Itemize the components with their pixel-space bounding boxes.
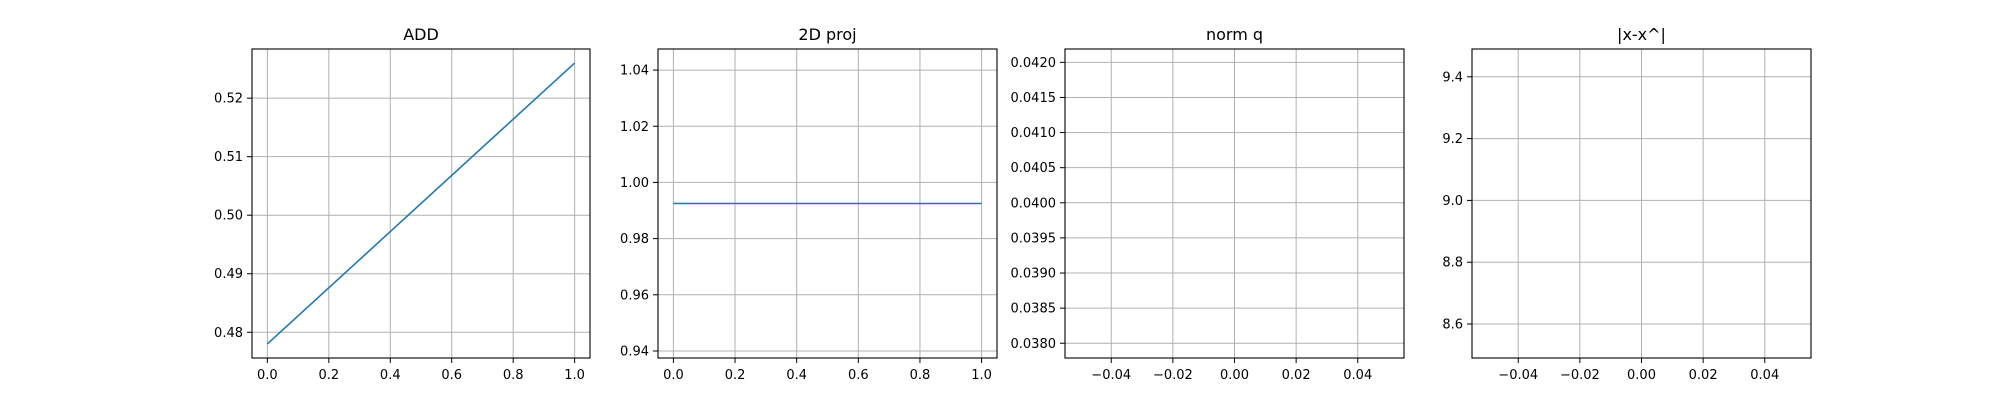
- y-tick-label: 0.0395: [1011, 231, 1057, 246]
- x-tick-label: 0.02: [1689, 368, 1718, 383]
- y-tick-label: 0.94: [620, 344, 649, 359]
- y-tick-label: 9.0: [1442, 194, 1463, 209]
- y-tick-label: 0.52: [214, 92, 243, 107]
- y-tick-label: 8.8: [1442, 256, 1463, 271]
- x-tick-label: −0.04: [1091, 368, 1131, 383]
- y-tick-label: 0.0385: [1011, 302, 1057, 317]
- x-tick-label: 0.02: [1282, 368, 1311, 383]
- y-tick-label: 0.0390: [1011, 267, 1057, 282]
- y-tick-label: 0.51: [214, 150, 243, 165]
- x-tick-label: 1.0: [971, 368, 992, 383]
- x-tick-label: 0.04: [1750, 368, 1779, 383]
- subplot-2d-proj: 2D proj 0.0 0.2 0.4 0.6 0.8 1.0 0.94 0.96 0.98 1.0…: [620, 25, 998, 383]
- axes-frame: [251, 48, 591, 359]
- subplot-add: ADD 0.0 0.2 0.4 0.6 0.8 1.0 0.48 0.49 0.50 0.51 0.5…: [214, 25, 591, 383]
- axes-frame: [657, 48, 998, 359]
- x-tick-label: 0.0: [257, 368, 278, 383]
- subplot-norm-q: norm q −0.04 −0.02 0.00 0.02 0.04 0.0380 0.0385…: [1011, 25, 1405, 383]
- subplot-title-2d-proj: 2D proj: [798, 25, 856, 44]
- x-tick-label: 1.0: [564, 368, 585, 383]
- y-tick-label: 1.02: [620, 120, 649, 135]
- y-tick-label: 0.0420: [1011, 56, 1057, 71]
- y-tick-label: 0.0410: [1011, 126, 1057, 141]
- x-tick-label: 0.6: [441, 368, 462, 383]
- y-tick-label: 0.98: [620, 232, 649, 247]
- y-tick-label: 1.00: [620, 176, 649, 191]
- x-tick-label: 0.00: [1220, 368, 1249, 383]
- x-tick-label: 0.8: [910, 368, 931, 383]
- y-tick-label: 0.48: [214, 326, 243, 341]
- y-tick-label: 9.4: [1442, 70, 1463, 85]
- x-tick-label: 0.0: [663, 368, 684, 383]
- series-line-add: [266, 62, 576, 345]
- subplot-title-x-error: |x-x^|: [1617, 25, 1666, 44]
- x-tick-label: 0.00: [1627, 368, 1656, 383]
- y-tick-label: 1.04: [620, 64, 649, 79]
- subplot-x-error: |x-x^| −0.04 −0.02 0.00 0.02 0.04 8.6 8.8 9.0 9.2…: [1442, 25, 1812, 383]
- x-tick-label: 0.04: [1343, 368, 1372, 383]
- y-tick-label: 0.0400: [1011, 196, 1057, 211]
- subplot-title-norm-q: norm q: [1206, 25, 1263, 44]
- x-tick-label: 0.2: [318, 368, 339, 383]
- x-tick-label: 0.6: [848, 368, 869, 383]
- y-tick-label: 0.0415: [1011, 91, 1057, 106]
- x-tick-label: 0.4: [786, 368, 807, 383]
- x-tick-label: 0.4: [380, 368, 401, 383]
- y-tick-label: 0.49: [214, 267, 243, 282]
- x-tick-label: 0.2: [725, 368, 746, 383]
- x-tick-label: 0.8: [503, 368, 524, 383]
- y-tick-label: 0.0405: [1011, 161, 1057, 176]
- y-tick-label: 0.0380: [1011, 337, 1057, 352]
- subplot-title-add: ADD: [403, 25, 439, 44]
- y-tick-label: 9.2: [1442, 132, 1463, 147]
- x-tick-label: −0.02: [1153, 368, 1193, 383]
- y-tick-label: 8.6: [1442, 318, 1463, 333]
- x-tick-label: −0.04: [1498, 368, 1538, 383]
- y-tick-label: 0.96: [620, 288, 649, 303]
- x-tick-label: −0.02: [1560, 368, 1600, 383]
- y-tick-label: 0.50: [214, 209, 243, 224]
